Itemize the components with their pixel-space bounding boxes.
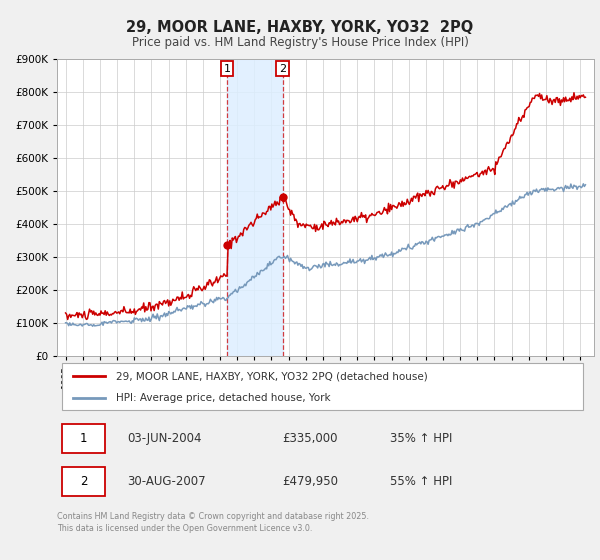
- Text: 1: 1: [224, 64, 230, 74]
- Text: £479,950: £479,950: [283, 475, 338, 488]
- Text: 2: 2: [279, 64, 286, 74]
- Text: 2: 2: [80, 475, 88, 488]
- Text: Price paid vs. HM Land Registry's House Price Index (HPI): Price paid vs. HM Land Registry's House …: [131, 36, 469, 49]
- Text: 35% ↑ HPI: 35% ↑ HPI: [390, 432, 452, 445]
- Text: HPI: Average price, detached house, York: HPI: Average price, detached house, York: [116, 393, 331, 403]
- FancyBboxPatch shape: [62, 424, 106, 453]
- Text: 1: 1: [80, 432, 88, 445]
- Text: Contains HM Land Registry data © Crown copyright and database right 2025.
This d: Contains HM Land Registry data © Crown c…: [57, 512, 369, 533]
- FancyBboxPatch shape: [62, 468, 106, 496]
- Text: 55% ↑ HPI: 55% ↑ HPI: [390, 475, 452, 488]
- Text: 30-AUG-2007: 30-AUG-2007: [127, 475, 205, 488]
- Text: £335,000: £335,000: [283, 432, 338, 445]
- Text: 29, MOOR LANE, HAXBY, YORK, YO32 2PQ (detached house): 29, MOOR LANE, HAXBY, YORK, YO32 2PQ (de…: [116, 371, 428, 381]
- FancyBboxPatch shape: [62, 363, 583, 409]
- Text: 03-JUN-2004: 03-JUN-2004: [127, 432, 202, 445]
- Bar: [227, 59, 283, 356]
- Text: 29, MOOR LANE, HAXBY, YORK, YO32  2PQ: 29, MOOR LANE, HAXBY, YORK, YO32 2PQ: [127, 20, 473, 35]
